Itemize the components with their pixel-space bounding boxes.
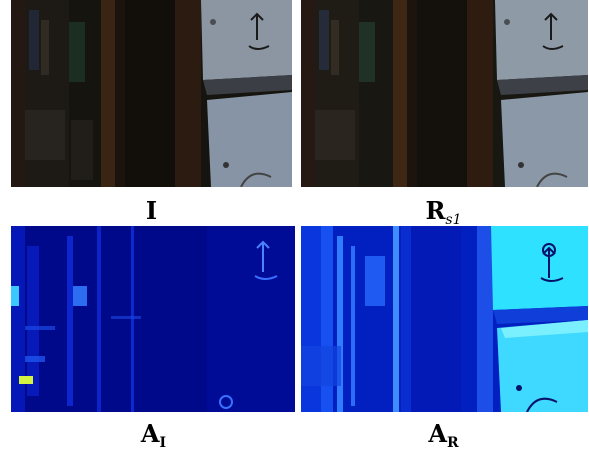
caption-AI: AI xyxy=(140,419,167,452)
caption-AR: AR xyxy=(428,419,459,452)
panel-heatmap-AI xyxy=(11,226,295,412)
caption-I: I xyxy=(145,196,158,225)
panel-image-I xyxy=(11,0,292,187)
panel-heatmap-AR xyxy=(301,226,588,412)
panel-image-Rs1 xyxy=(301,0,588,187)
caption-Rs1: Rs1 xyxy=(425,196,462,229)
